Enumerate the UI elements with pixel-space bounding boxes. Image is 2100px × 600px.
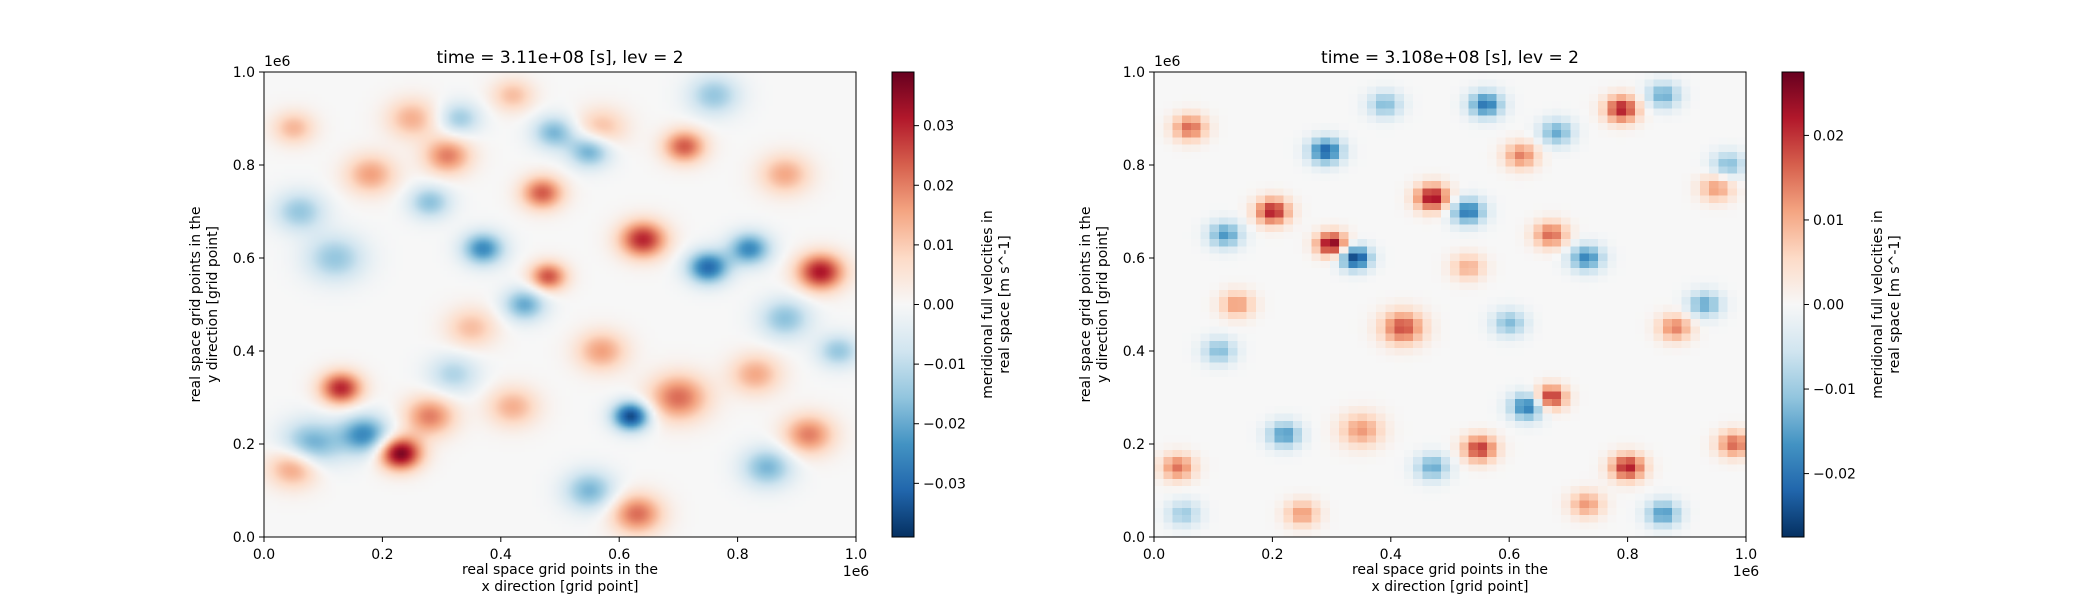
colorbar-tick-label: −0.01 [1813, 382, 1856, 398]
colorbar-tick-label: 0.02 [1813, 128, 1844, 144]
colorbar-tick-label: −0.03 [923, 476, 966, 492]
y-offset-label: 1e6 [1154, 54, 1181, 70]
y-tick-label: 0.4 [1123, 344, 1145, 360]
x-tick-label: 0.6 [1498, 547, 1520, 563]
y-axis-label-group: real space grid points in the y direction… [188, 206, 221, 402]
y-tick-label: 0.4 [233, 344, 255, 360]
colorbar [1781, 71, 1805, 538]
x-tick-label: 0.8 [726, 547, 748, 563]
x-axis-label: x direction [grid point] [1371, 579, 1528, 595]
chart-title: time = 3.108e+08 [s], lev = 2 [1321, 48, 1579, 68]
y-axis-label: y direction [grid point] [205, 226, 221, 383]
x-tick-label: 0.8 [1616, 547, 1638, 563]
y-tick-label: 0.8 [1123, 158, 1145, 174]
y-offset-label: 1e6 [264, 54, 291, 70]
x-tick-label: 0.0 [1143, 547, 1165, 563]
x-tick-label: 0.4 [1380, 547, 1402, 563]
colorbar-tick-label: 0.01 [1813, 213, 1844, 229]
y-tick-label: 1.0 [233, 65, 255, 81]
heatmap-image [1154, 72, 1746, 537]
colorbar-tick-label: 0.00 [1813, 298, 1844, 314]
colorbar-label: real space [m s^-1] [997, 235, 1013, 374]
x-tick-label: 0.4 [490, 547, 512, 563]
x-offset-label: 1e6 [843, 564, 870, 580]
y-tick-label: 0.6 [233, 251, 255, 267]
plot-frame [1153, 71, 1747, 538]
colorbar-tick-label: 0.03 [923, 119, 954, 135]
y-tick-label: 0.6 [1123, 251, 1145, 267]
x-tick-label: 0.2 [1261, 547, 1283, 563]
y-tick-label: 0.0 [1123, 530, 1145, 546]
x-tick-label: 0.6 [608, 547, 630, 563]
x-tick-label: 1.0 [1735, 547, 1757, 563]
y-tick-label: 0.0 [233, 530, 255, 546]
x-tick-label: 0.0 [253, 547, 275, 563]
colorbar-label: meridional full velocities in [980, 210, 996, 399]
heatmap-image [264, 72, 856, 537]
x-axis-label: x direction [grid point] [481, 579, 638, 595]
colorbar-label: real space [m s^-1] [1887, 235, 1903, 374]
colorbar-tick-label: 0.00 [923, 298, 954, 314]
chart-title: time = 3.11e+08 [s], lev = 2 [436, 48, 683, 68]
x-axis-label: real space grid points in the [462, 562, 658, 578]
colorbar-tick-label: 0.01 [923, 238, 954, 254]
y-axis-label-group: real space grid points in the y direction… [1078, 206, 1111, 402]
colorbar-tick-label: 0.02 [923, 178, 954, 194]
plot-frame [263, 71, 857, 538]
colorbar-label-group: meridional full velocities in real space … [980, 210, 1013, 399]
chart-panel-left: time = 3.11e+08 [s], lev = 2 0.0 0.2 0.4 0.6… [188, 48, 1013, 595]
colorbar-label: meridional full velocities in [1870, 210, 1886, 399]
x-tick-label: 1.0 [845, 547, 867, 563]
colorbar-tick-label: −0.02 [923, 417, 966, 433]
colorbar-label-group: meridional full velocities in real space … [1870, 210, 1903, 399]
colorbar-tick-label: −0.01 [923, 357, 966, 373]
colorbar [891, 71, 915, 538]
y-tick-label: 0.8 [233, 158, 255, 174]
x-offset-label: 1e6 [1733, 564, 1760, 580]
y-axis-label: y direction [grid point] [1095, 226, 1111, 383]
y-tick-label: 1.0 [1123, 65, 1145, 81]
y-tick-label: 0.2 [233, 437, 255, 453]
x-axis-label: real space grid points in the [1352, 562, 1548, 578]
y-axis-label: real space grid points in the [1078, 206, 1094, 402]
y-axis-label: real space grid points in the [188, 206, 204, 402]
x-tick-label: 0.2 [371, 547, 393, 563]
colorbar-tick-label: −0.02 [1813, 467, 1856, 483]
chart-panel-right: time = 3.108e+08 [s], lev = 2 0.0 0.2 0.4 0.… [1078, 48, 1903, 595]
y-tick-label: 0.2 [1123, 437, 1145, 453]
